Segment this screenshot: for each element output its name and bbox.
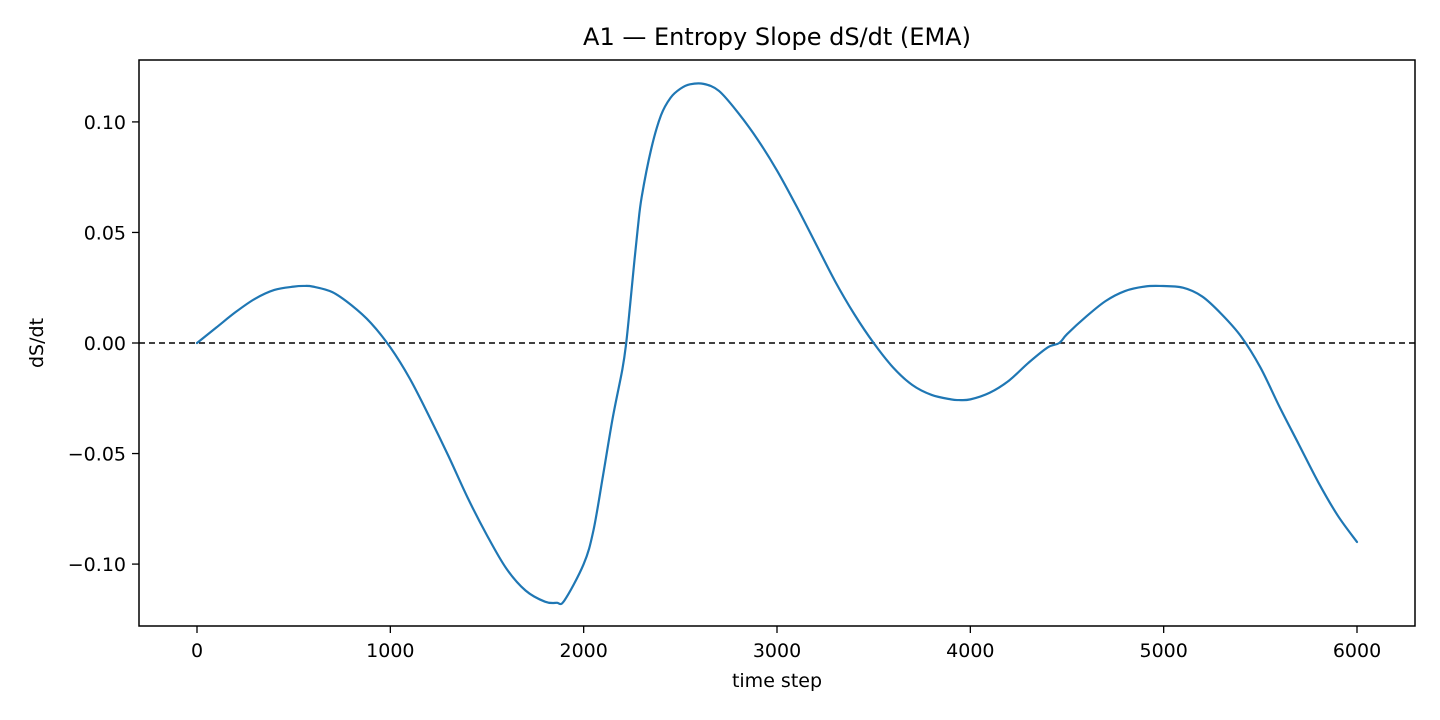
y-tick-label: 0.05 xyxy=(84,222,126,244)
x-tick-label: 5000 xyxy=(1139,640,1187,662)
x-tick-label: 1000 xyxy=(366,640,414,662)
y-tick-label: 0.00 xyxy=(84,333,126,355)
series-line xyxy=(195,82,1359,606)
y-axis-label: dS/dt xyxy=(26,318,48,368)
y-tick-label: 0.10 xyxy=(84,112,126,134)
y-tick-label: −0.10 xyxy=(68,554,126,576)
plot-frame xyxy=(138,59,1416,627)
chart-title: A1 — Entropy Slope dS/dt (EMA) xyxy=(583,23,971,51)
x-tick-label: 0 xyxy=(191,640,203,662)
x-axis-label: time step xyxy=(732,670,822,692)
x-axis-ticks: 0 1000 2000 3000 4000 5000 6000 xyxy=(191,626,1381,662)
x-tick-label: 2000 xyxy=(559,640,607,662)
x-tick-label: 3000 xyxy=(753,640,801,662)
x-tick-label: 4000 xyxy=(946,640,994,662)
x-tick-label: 6000 xyxy=(1333,640,1381,662)
y-axis-ticks: −0.10 −0.05 0.00 0.05 0.10 xyxy=(68,112,139,576)
y-tick-label: −0.05 xyxy=(68,444,126,466)
